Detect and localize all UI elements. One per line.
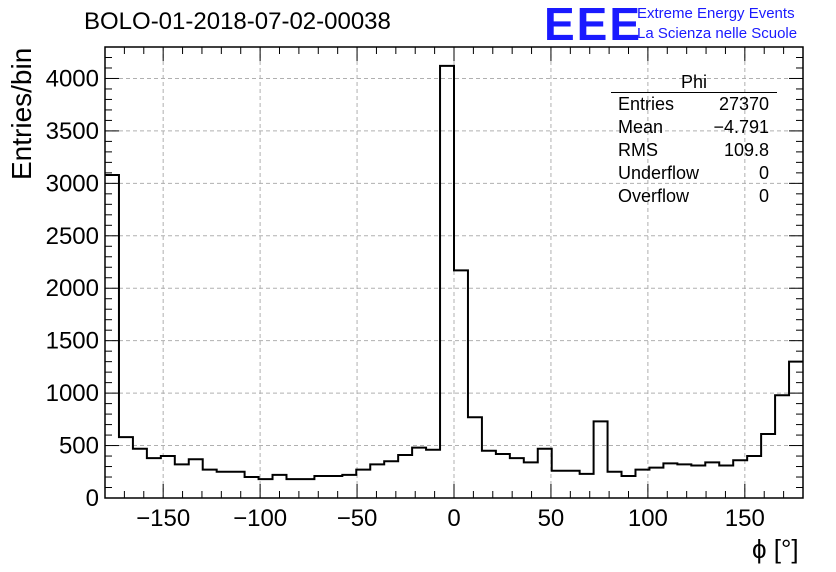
- x-tick-label: 150: [725, 505, 765, 532]
- x-tick-label: −100: [233, 505, 287, 532]
- stats-row-overflow: Overflow 0: [611, 185, 777, 208]
- stats-title: Phi: [611, 72, 777, 93]
- stats-box: Phi Entries 27370 Mean −4.791 RMS 109.8 …: [611, 72, 777, 208]
- y-tick-label: 2000: [46, 275, 99, 302]
- y-tick-label: 4000: [46, 65, 99, 92]
- x-tick-label: 100: [628, 505, 668, 532]
- histogram-title: BOLO-01-2018-07-02-00038: [84, 8, 391, 35]
- stats-row-underflow: Underflow 0: [611, 162, 777, 185]
- stats-value: −4.791: [713, 117, 769, 137]
- x-axis-label: ϕ [°]: [752, 534, 799, 564]
- stats-row-entries: Entries 27370: [611, 93, 777, 116]
- x-tick-label: −50: [337, 505, 378, 532]
- stats-row-rms: RMS 109.8: [611, 139, 777, 162]
- x-tick-label: 50: [538, 505, 565, 532]
- y-tick-label: 1000: [46, 380, 99, 407]
- y-tick-label: 0: [86, 485, 99, 512]
- y-tick-label: 3000: [46, 170, 99, 197]
- y-tick-label: 1500: [46, 328, 99, 355]
- stats-label: Entries: [618, 94, 675, 114]
- stats-label: RMS: [618, 140, 658, 160]
- stats-value: 109.8: [723, 140, 769, 160]
- y-tick-label: 500: [59, 433, 99, 460]
- stats-row-mean: Mean −4.791: [611, 116, 777, 139]
- stats-value: 27370: [718, 94, 769, 114]
- grid-lines: [105, 47, 803, 498]
- stats-value: 0: [758, 163, 769, 183]
- stats-label: Overflow: [618, 186, 690, 206]
- logo-tagline-2: La Scienza nelle Scuole: [637, 25, 798, 42]
- stats-label: Mean: [618, 117, 664, 137]
- y-tick-label: 2500: [46, 223, 99, 250]
- stats-label: Underflow: [618, 163, 700, 183]
- histogram-outline: [105, 64, 803, 481]
- y-tick-label: 3500: [46, 118, 99, 145]
- x-tick-label: −150: [136, 505, 190, 532]
- x-tick-label: 0: [447, 505, 460, 532]
- eee-logo: EEE: [544, 0, 643, 50]
- y-axis-label: Entries/bin: [6, 47, 37, 180]
- stats-value: 0: [758, 186, 769, 206]
- axis-tick-labels: −150 −100 −50 0 50 100 15005001000150020002500…: [46, 65, 765, 532]
- axis-ticks: [105, 47, 803, 498]
- logo-tagline-1: Extreme Energy Events: [637, 5, 795, 22]
